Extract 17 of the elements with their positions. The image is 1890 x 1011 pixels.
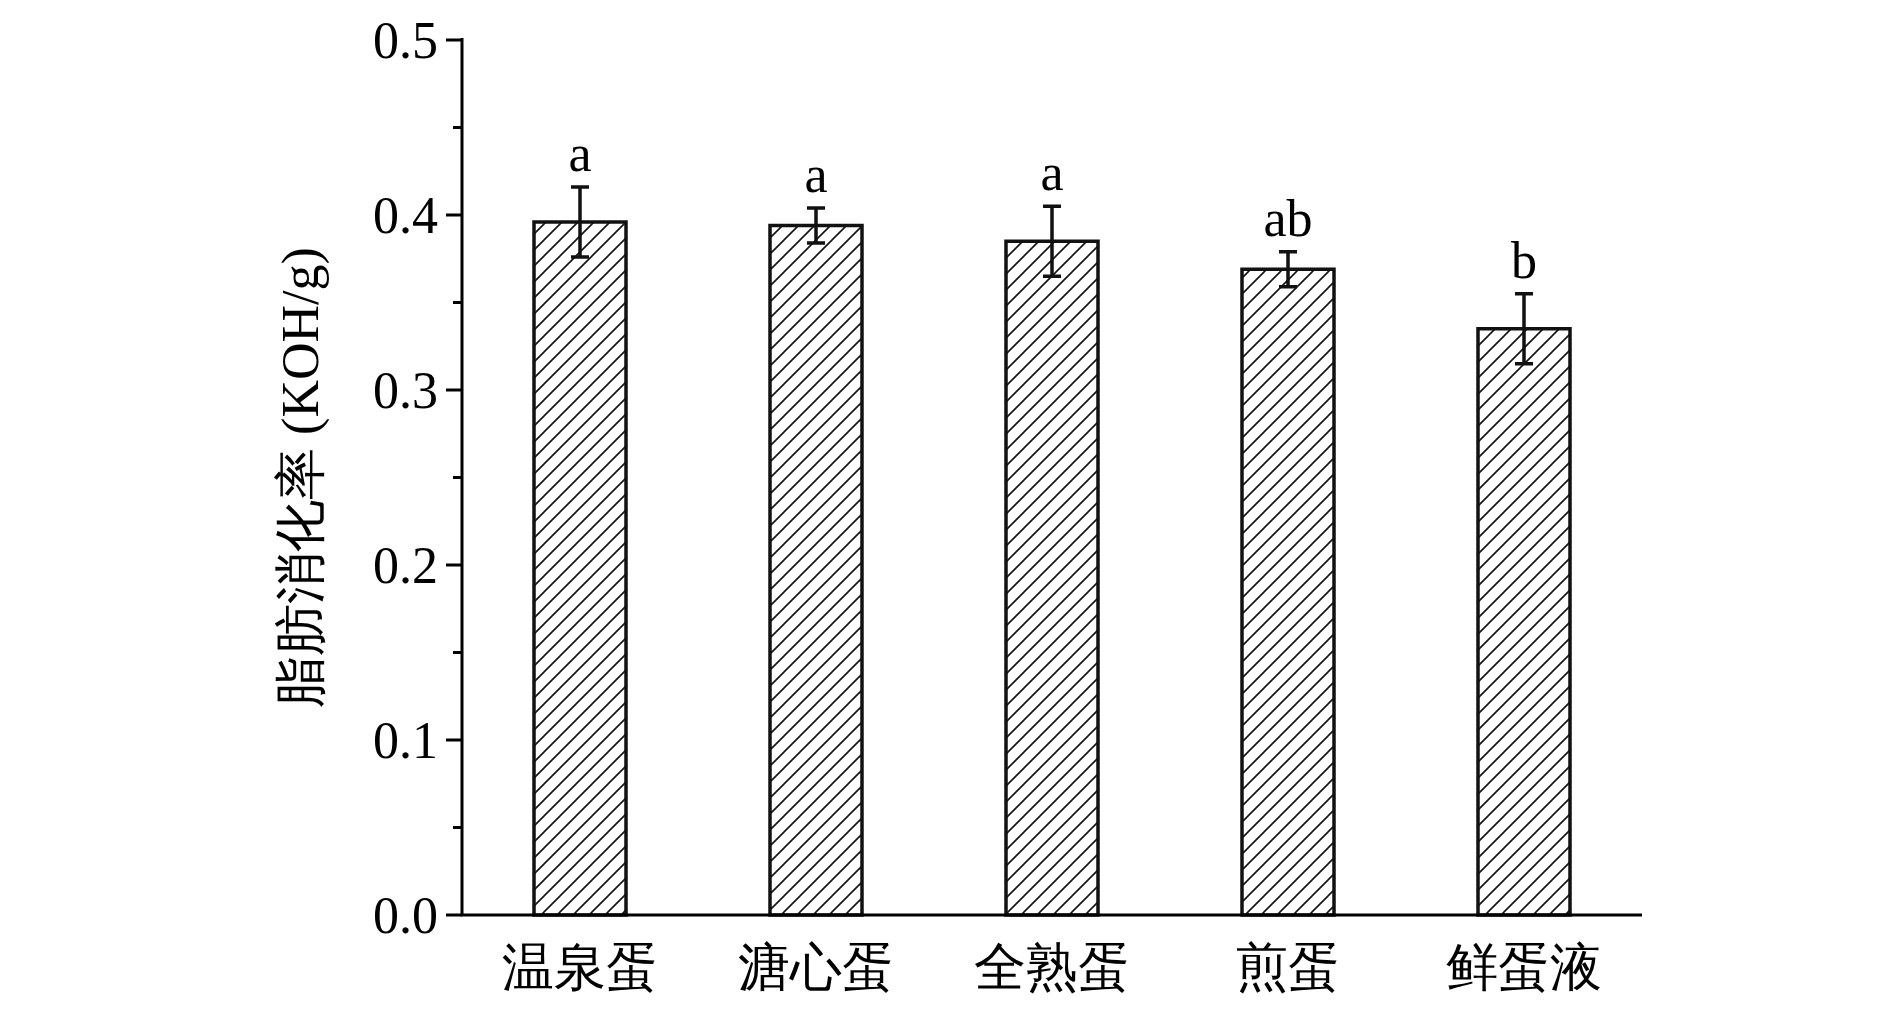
y-tick-label: 0.0	[373, 886, 438, 944]
annotation: b	[1511, 231, 1537, 289]
x-tick-label: 鲜蛋液	[1446, 939, 1602, 996]
y-tick-label: 0.3	[373, 361, 438, 419]
annotation: a	[1040, 144, 1064, 202]
y-tick-label: 0.1	[373, 711, 438, 769]
y-tick-label: 0.4	[373, 186, 438, 244]
annotation: ab	[1263, 189, 1313, 247]
x-tick-label: 溏心蛋	[738, 939, 894, 996]
x-tick-label: 温泉蛋	[502, 939, 658, 996]
annotation: a	[804, 146, 828, 203]
x-tick-label: 煎蛋	[1236, 939, 1340, 996]
y-tick-label: 0.5	[373, 11, 438, 69]
annotation: a	[568, 125, 592, 182]
x-tick-label: 全熟蛋	[974, 939, 1130, 996]
y-axis-title: 脂肪消化率 (KOH/g)	[272, 247, 330, 708]
y-tick-label: 0.2	[373, 536, 438, 594]
